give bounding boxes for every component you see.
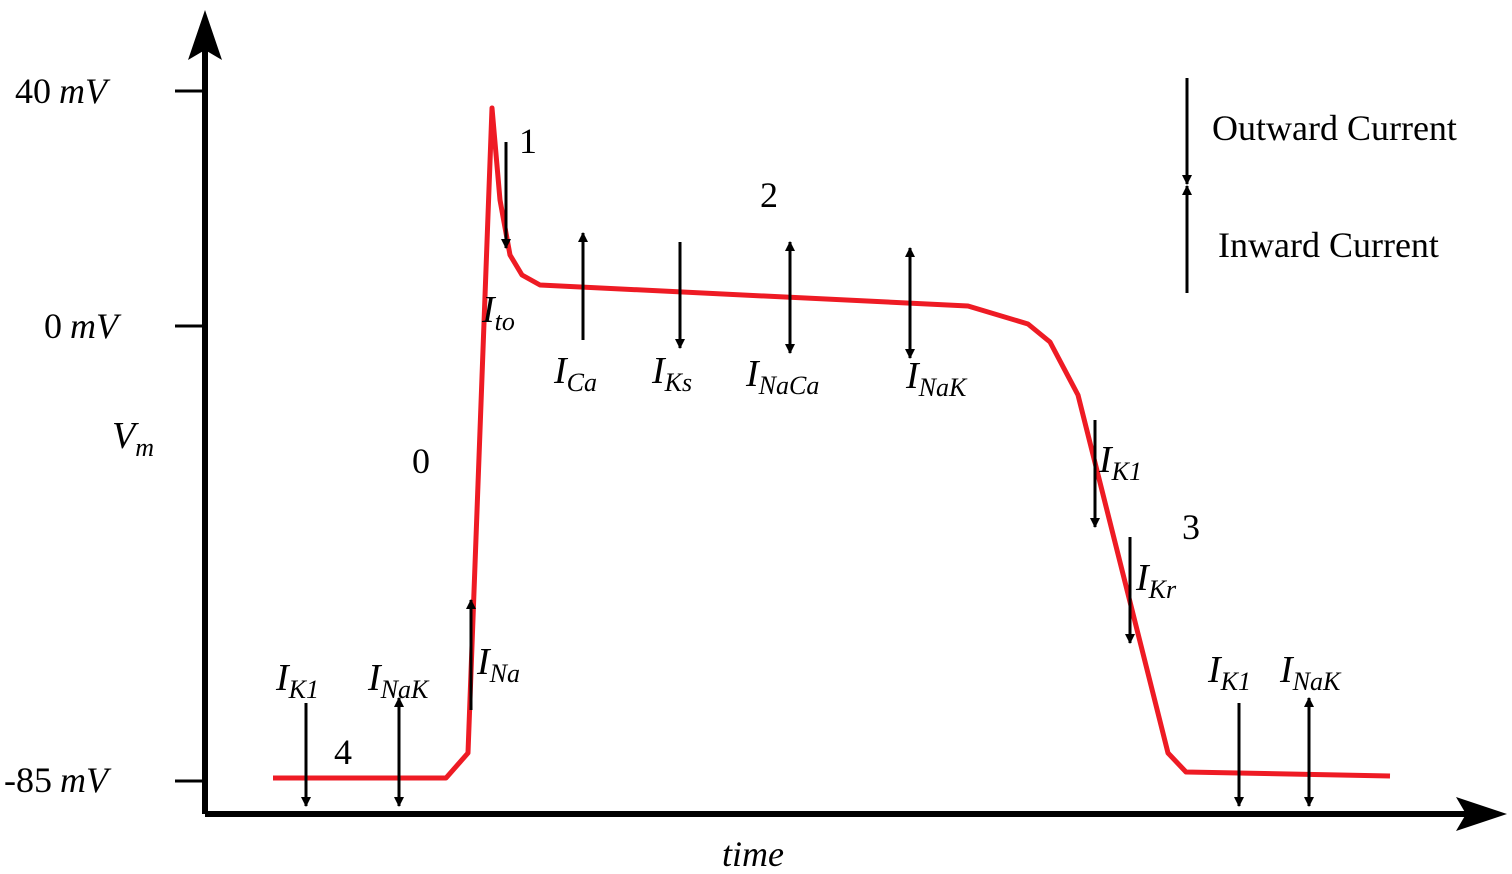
current-label-ik1-phase3: IK1 (1098, 439, 1142, 486)
current-label-inak-right: INaK (1279, 649, 1342, 696)
axes (175, 10, 1507, 831)
current-label-ik1-right: IK1 (1207, 649, 1251, 696)
current-label-inak-left: INaK (367, 657, 430, 704)
current-label-ica: ICa (553, 350, 597, 397)
current-label-ikr: IKr (1135, 557, 1177, 604)
current-label-ina: INa (476, 641, 520, 688)
phase-label-0: 0 (412, 441, 430, 481)
current-arrows (301, 78, 1314, 807)
x-axis-arrowhead (1456, 797, 1507, 831)
y-axis-arrowhead (188, 10, 222, 60)
phase-label-2: 2 (760, 175, 778, 215)
y-axis-label: Vm (112, 415, 154, 462)
legend-inward-label: Inward Current (1218, 225, 1439, 265)
phase-label-3: 3 (1182, 507, 1200, 547)
phase-label-4: 4 (334, 732, 352, 772)
x-axis-label: time (722, 834, 784, 874)
action-potential-trace (273, 105, 1391, 781)
current-labels: IK1 INaK INa Ito ICa IKs INaCa INaK IK1 … (275, 289, 1342, 704)
y-tick-label-40: 40 mV (15, 71, 111, 111)
current-label-ik1-left: IK1 (275, 657, 319, 704)
current-label-inak-phase2: INaK (905, 355, 968, 402)
current-label-iks: IKs (651, 350, 692, 397)
current-label-inaca: INaCa (745, 353, 819, 400)
phase-label-1: 1 (519, 121, 537, 161)
y-tick-label-minus85: -85 mV (4, 760, 112, 800)
y-tick-label-0: 0 mV (44, 306, 122, 346)
current-label-ito: Ito (481, 289, 515, 336)
legend-outward-label: Outward Current (1212, 108, 1457, 148)
